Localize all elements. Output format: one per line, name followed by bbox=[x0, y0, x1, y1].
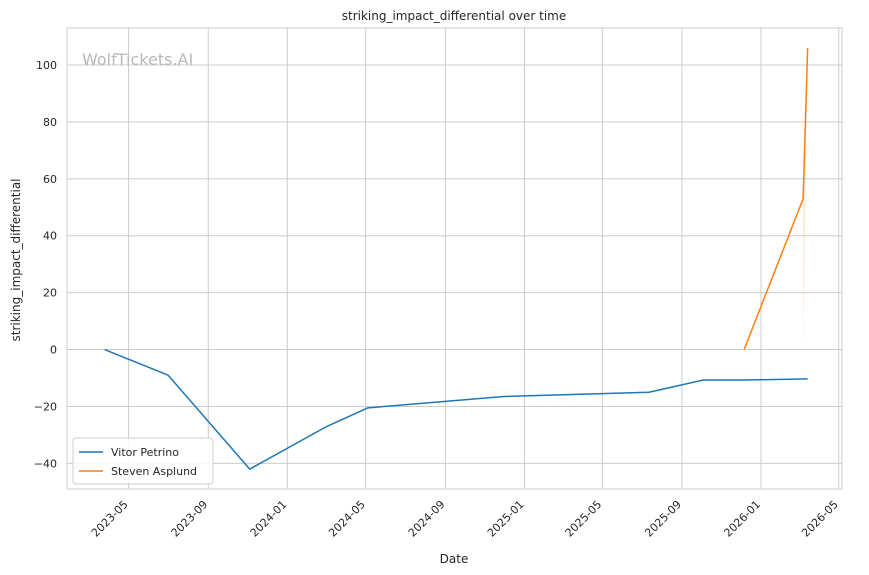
x-tick-label: 2024-09 bbox=[406, 498, 448, 540]
legend-label: Vitor Petrino bbox=[111, 446, 179, 459]
watermark: WolfTickets.AI bbox=[82, 50, 193, 69]
x-tick-label: 2025-05 bbox=[563, 498, 605, 540]
x-tick-label: 2024-01 bbox=[248, 498, 290, 540]
confidence-band bbox=[803, 47, 808, 350]
y-tick-label: 0 bbox=[50, 344, 57, 357]
legend: Vitor Petrino Steven Asplund bbox=[72, 437, 214, 485]
confidence-bands bbox=[803, 47, 808, 350]
series-lines bbox=[104, 47, 809, 470]
x-tick-label: 2025-01 bbox=[485, 498, 527, 540]
x-tick-label: 2023-09 bbox=[169, 498, 211, 540]
x-tick-label: 2025-09 bbox=[642, 498, 684, 540]
y-tick-label: 20 bbox=[43, 287, 57, 300]
y-tick-label: 100 bbox=[36, 59, 57, 72]
legend-box bbox=[72, 437, 214, 485]
series-line bbox=[104, 348, 808, 470]
x-gridlines bbox=[128, 28, 840, 489]
y-axis-label: striking_impact_differential bbox=[9, 178, 23, 341]
x-tick-label: 2026-01 bbox=[721, 498, 763, 540]
x-tick-label: 2026-05 bbox=[799, 498, 841, 540]
x-tick-labels: 2023-05 2023-09 2024-01 2024-05 2024-09 2025-… bbox=[89, 498, 841, 540]
y-tick-label: −20 bbox=[34, 400, 57, 413]
plot-background bbox=[67, 28, 842, 489]
chart-title: striking_impact_differential over time bbox=[342, 9, 567, 23]
legend-label: Steven Asplund bbox=[111, 465, 197, 478]
y-tick-label: −40 bbox=[34, 457, 57, 470]
x-axis-label: Date bbox=[440, 552, 469, 566]
series-line bbox=[743, 47, 809, 350]
y-tick-labels: −40 −20 0 20 40 60 80 100 bbox=[34, 59, 57, 470]
x-tick-label: 2024-05 bbox=[326, 498, 368, 540]
y-tick-label: 40 bbox=[43, 230, 57, 243]
y-tick-label: 60 bbox=[43, 173, 57, 186]
y-tick-label: 80 bbox=[43, 116, 57, 129]
x-tick-label: 2023-05 bbox=[89, 498, 131, 540]
plot-frame bbox=[66, 27, 843, 490]
